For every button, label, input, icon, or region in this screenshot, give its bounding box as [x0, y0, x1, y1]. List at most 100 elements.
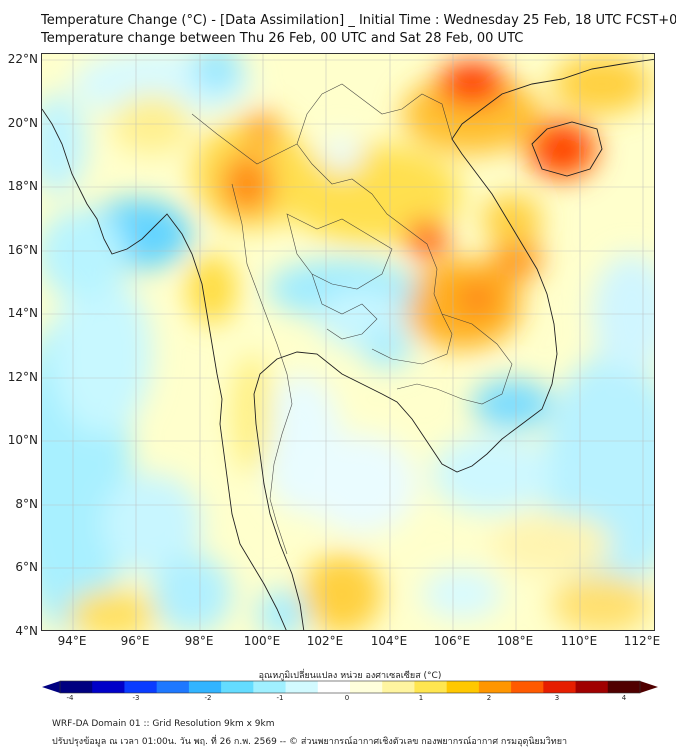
- lon-label-96: 96°E: [120, 634, 150, 648]
- field-blob: [246, 111, 278, 147]
- field-blob: [322, 136, 362, 172]
- footer-model-info: WRF-DA Domain 01 :: Grid Resolution 9km …: [52, 719, 275, 729]
- field-blob: [302, 554, 382, 630]
- colorbar-tick-label: -2: [204, 694, 212, 702]
- colorbar-cell: [188, 681, 222, 693]
- coastline-hainan: [531, 121, 603, 177]
- lat-label-22: 22°N: [7, 52, 38, 66]
- field-blob: [461, 285, 493, 313]
- field-blob: [102, 474, 202, 574]
- border-thailand: [191, 113, 453, 365]
- lon-label-100: 100°E: [243, 634, 281, 648]
- borders: [191, 83, 513, 555]
- coastline-gulf-west: [253, 351, 333, 630]
- colorbar-cell: [253, 681, 286, 693]
- lon-label-102: 102°E: [306, 634, 344, 648]
- colorbar-tick-label: 1: [418, 694, 424, 702]
- lon-label-98: 98°E: [184, 634, 214, 648]
- lon-label-112: 112°E: [623, 634, 661, 648]
- colorbar-cell: [478, 681, 512, 693]
- lat-label-16: 16°N: [7, 243, 38, 257]
- field-blob: [437, 62, 507, 106]
- lon-label-110: 110°E: [560, 634, 598, 648]
- map-canvas: [42, 54, 654, 630]
- field-blob: [52, 274, 152, 434]
- colorbar-cell: [350, 681, 383, 693]
- border-cambodia: [396, 313, 513, 405]
- temperature-change-map: [41, 53, 655, 631]
- footer-credit: ปรับปรุงข้อมูล ณ เวลา 01:00น. วัน พฤ. ที…: [52, 737, 568, 747]
- colorbar-tick-label: -1: [276, 694, 284, 702]
- colorbar-cell: [607, 681, 641, 693]
- field-blob: [492, 514, 612, 574]
- field-blob: [472, 379, 552, 429]
- colorbar-cell: [124, 681, 158, 693]
- field-blob: [307, 434, 417, 534]
- field-blob: [492, 237, 542, 281]
- colorbar-cell: [575, 681, 609, 693]
- colorbar-tick-label: 3: [554, 694, 560, 702]
- lon-label-94: 94°E: [57, 634, 87, 648]
- colorbar-title: อุณหภูมิเปลี่ยนแปลง หน่วย องศาเซลเซียส (…: [258, 671, 442, 681]
- field-blob: [257, 589, 307, 630]
- field-blob: [42, 209, 127, 299]
- field-blob: [187, 254, 237, 324]
- colorbar-cell: [511, 681, 544, 693]
- colorbar-tick-label: -3: [132, 694, 140, 702]
- chart-subtitle: Temperature change between Thu 26 Feb, 0…: [41, 31, 524, 46]
- field-blob: [544, 135, 580, 163]
- field-blob: [67, 589, 157, 630]
- colorbar-cell: [317, 681, 351, 693]
- field-blob: [552, 574, 652, 630]
- field-blob: [402, 259, 522, 349]
- border-provinces: [311, 273, 378, 340]
- lon-label-104: 104°E: [370, 634, 408, 648]
- lat-label-6: 6°N: [15, 560, 38, 574]
- field-blob: [432, 434, 552, 514]
- lat-label-18: 18°N: [7, 179, 38, 193]
- field-blob: [232, 354, 272, 474]
- lat-label-8: 8°N: [15, 497, 38, 511]
- coastline-andaman: [42, 108, 287, 630]
- lat-label-10: 10°N: [7, 433, 38, 447]
- lon-label-108: 108°E: [496, 634, 534, 648]
- field-blob: [405, 221, 449, 257]
- lat-label-14: 14°N: [7, 306, 38, 320]
- colorbar-extend-left: [42, 681, 60, 693]
- colorbar-cell: [221, 681, 254, 693]
- field-blob: [222, 154, 272, 214]
- colorbar-tick-label: 0: [344, 694, 350, 702]
- colorbar-cell: [543, 681, 576, 693]
- colorbar-cell: [156, 681, 190, 693]
- gridlines: [42, 54, 654, 630]
- colorbar-border: [59, 680, 641, 694]
- field-blob: [42, 94, 87, 194]
- border-peninsula: [231, 183, 293, 555]
- colorbar-cell: [60, 681, 93, 693]
- colorbar-tick-label: 4: [621, 694, 627, 702]
- colorbar-cell: [382, 681, 415, 693]
- colorbar-cell: [446, 681, 480, 693]
- coastlines: [42, 58, 654, 630]
- field-blob: [192, 54, 242, 94]
- colorbar-cells: [42, 680, 658, 694]
- field-blob: [152, 554, 232, 630]
- colorbar-tick-label: -4: [66, 694, 74, 702]
- field-blob: [362, 329, 412, 369]
- lon-label-106: 106°E: [433, 634, 471, 648]
- border-laos-north: [296, 83, 453, 145]
- colorbar-cell: [92, 681, 125, 693]
- colorbar-tick-label: 2: [486, 694, 492, 702]
- field-blob: [422, 569, 502, 619]
- field-blob: [552, 54, 652, 114]
- field-blob: [402, 74, 542, 154]
- border-provinces: [286, 213, 393, 290]
- lat-label-12: 12°N: [7, 370, 38, 384]
- colorbar-extend-right: [640, 681, 658, 693]
- coastline-east: [331, 58, 654, 473]
- lat-label-20: 20°N: [7, 116, 38, 130]
- field-blob: [482, 194, 542, 244]
- colorbar: [42, 680, 658, 694]
- lat-label-4: 4°N: [15, 624, 38, 638]
- colorbar-cell: [414, 681, 448, 693]
